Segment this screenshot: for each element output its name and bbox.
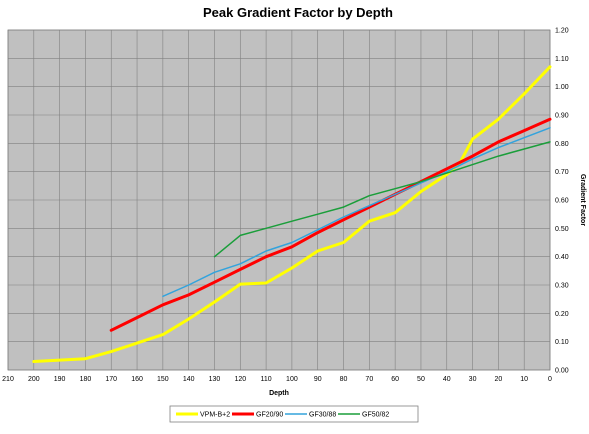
y-tick-label: 0.50 [555,226,569,233]
x-tick-label: 170 [105,376,117,383]
legend-label-2: GF30/88 [309,412,336,419]
y-tick-label: 0.30 [555,283,569,290]
legend-label-3: GF50/82 [362,412,389,419]
x-tick-label: 110 [261,376,272,383]
x-tick-label: 180 [80,376,92,383]
x-tick-label: 120 [234,376,246,383]
y-axis-label: Gradient Factor [579,174,586,226]
y-tick-label: 1.10 [555,56,569,63]
legend-label-1: GF20/90 [256,412,283,419]
series-line-3 [213,141,551,258]
x-tick-label: 190 [54,376,66,383]
legend: VPM-B+2 GF20/90 GF30/88 GF50/82 [169,405,419,423]
series-line-1 [109,117,552,332]
x-tick-label: 100 [286,376,298,383]
x-axis-label: Depth [269,390,289,397]
x-tick-label: 80 [340,376,348,383]
tick-labels: 210 200 190 180 170 160 150 140 130 120 110 100 90 80… [2,28,569,384]
y-tick-label: 0.40 [555,254,569,261]
y-tick-label: 0.60 [555,198,569,205]
x-tick-label: 210 [2,376,14,383]
y-tick-label: 0.20 [555,311,569,318]
y-tick-label: 0.90 [555,113,569,120]
x-tick-label: 30 [469,376,477,383]
x-tick-label: 10 [520,376,528,383]
y-tick-label: 0.80 [555,141,569,148]
y-tick-label: 0.10 [555,339,569,346]
x-tick-label: 20 [494,376,502,383]
x-tick-label: 0 [548,376,552,383]
y-tick-label: 0.00 [555,368,569,375]
legend-label-0: VPM-B+2 [200,412,230,419]
x-tick-label: 90 [314,376,322,383]
x-tick-label: 200 [28,376,40,383]
x-tick-label: 160 [131,376,143,383]
chart-title: Peak Gradient Factor by Depth [203,5,393,20]
y-tick-label: 0.70 [555,169,569,176]
x-tick-label: 50 [417,376,425,383]
x-tick-label: 150 [157,376,169,383]
x-tick-label: 70 [365,376,373,383]
plot-border [7,29,551,371]
x-tick-label: 60 [391,376,399,383]
series-layer [32,65,552,363]
x-tick-label: 140 [183,376,195,383]
plot-area [7,29,551,371]
x-tick-label: 130 [209,376,221,383]
x-tick-label: 40 [443,376,451,383]
series-line-2 [162,127,551,298]
y-tick-label: 1.00 [555,84,569,91]
series-line-0 [32,65,552,363]
y-tick-label: 1.20 [555,28,569,35]
